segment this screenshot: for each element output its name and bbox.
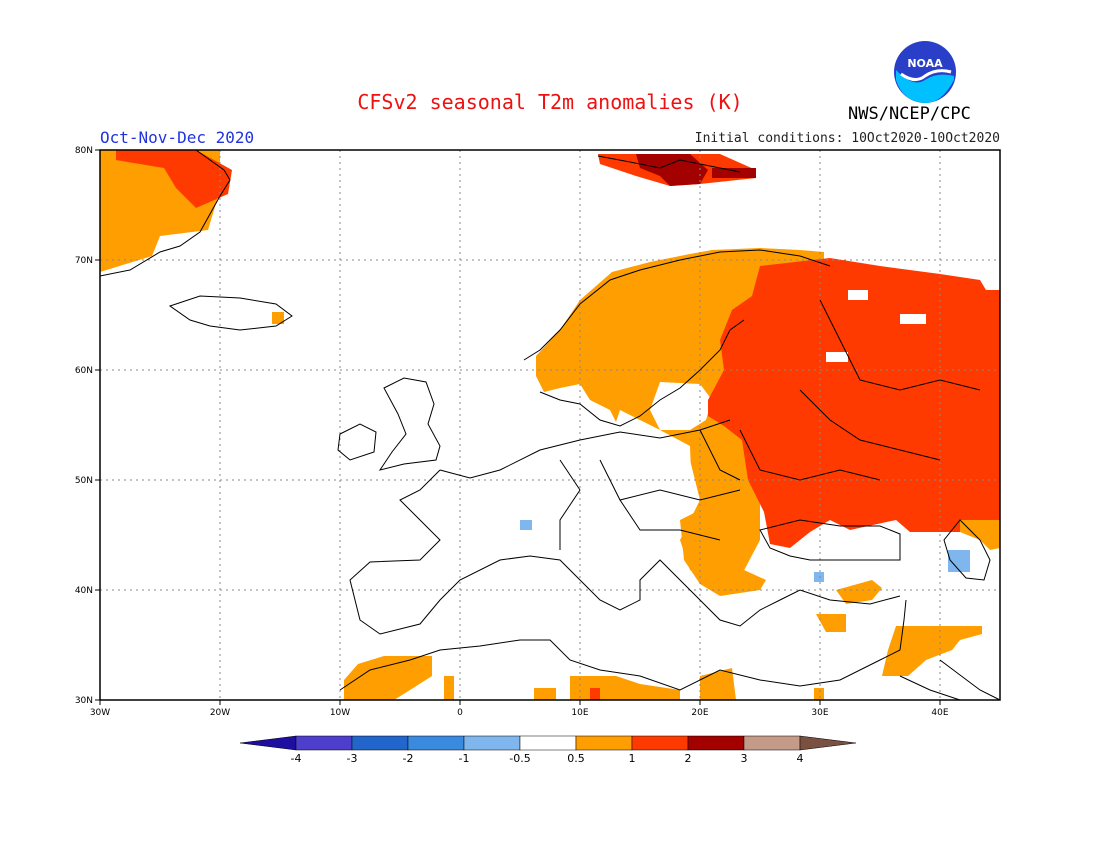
graticule — [100, 150, 1000, 700]
colorbar-label: 0.5 — [567, 752, 585, 765]
lon-tick-label: 10E — [571, 708, 588, 718]
noaa-logo: NOAA — [894, 41, 956, 104]
lon-tick-label: 0 — [457, 708, 463, 718]
colorbar-labels: -4 -3 -2 -1 -0.5 0.5 1 2 3 4 — [291, 752, 804, 765]
lon-tick-label: 30E — [811, 708, 828, 718]
map-frame — [99, 149, 1001, 701]
colorbar-swatch — [575, 735, 633, 751]
colorbar-swatch — [687, 735, 745, 751]
colorbar-arrow-high — [799, 735, 857, 751]
colorbar-swatch — [463, 735, 521, 751]
lon-tick-label: 10W — [330, 708, 350, 718]
period-label: Oct-Nov-Dec 2020 — [100, 128, 255, 147]
colorbar-swatch — [351, 735, 409, 751]
colorbar-swatch — [407, 735, 465, 751]
colorbar-arrow-low — [239, 735, 297, 751]
colorbar-label: 2 — [685, 752, 692, 765]
anomaly-shading — [100, 150, 1000, 700]
lat-tick-label: 70N — [75, 256, 93, 266]
lon-tick-label: 20W — [210, 708, 230, 718]
lat-tick-label: 50N — [75, 476, 93, 486]
init-conditions: Initial conditions: 10Oct2020-10Oct2020 — [694, 131, 1000, 146]
lat-tick-label: 80N — [75, 146, 93, 156]
colorbar-label: 3 — [741, 752, 748, 765]
colorbar-swatch — [519, 735, 577, 751]
lat-tick-label: 40N — [75, 586, 93, 596]
colorbar-swatch — [295, 735, 353, 751]
colorbar-swatch — [743, 735, 801, 751]
map-title: CFSv2 seasonal T2m anomalies (K) — [357, 90, 743, 114]
lat-tick-label: 30N — [75, 696, 93, 706]
colorbar-label: -1 — [459, 752, 470, 765]
colorbar-label: -0.5 — [509, 752, 530, 765]
lon-tick-label: 20E — [691, 708, 708, 718]
colorbar-label: -3 — [347, 752, 358, 765]
agency-label: NWS/NCEP/CPC — [848, 104, 971, 124]
lon-tick-label: 40E — [931, 708, 948, 718]
colorbar-label: 4 — [797, 752, 804, 765]
colorbar-swatch — [631, 735, 689, 751]
lat-tick-label: 60N — [75, 366, 93, 376]
colorbar — [239, 735, 857, 751]
coastlines — [99, 149, 1001, 701]
colorbar-label: 1 — [629, 752, 636, 765]
colorbar-label: -4 — [291, 752, 302, 765]
logo-text: NOAA — [907, 57, 943, 70]
colorbar-label: -2 — [403, 752, 414, 765]
lon-tick-label: 30W — [90, 708, 110, 718]
